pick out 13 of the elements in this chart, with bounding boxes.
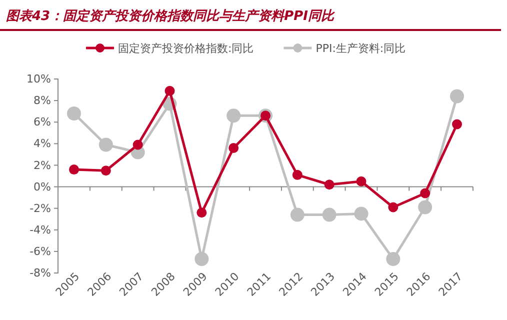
y-tick-label: 0% bbox=[34, 180, 51, 194]
y-tick-label: 8% bbox=[34, 94, 51, 108]
legend-label: 固定资产投资价格指数:同比 bbox=[118, 42, 254, 55]
y-tick-label: -2% bbox=[30, 202, 51, 215]
y-tick-label: 4% bbox=[34, 137, 51, 150]
y-tick-label: 6% bbox=[34, 116, 51, 129]
chart-title: 图表43：固定资产投资价格指数同比与生产资料PPI同比 bbox=[6, 8, 335, 24]
y-tick-label: 10% bbox=[26, 72, 51, 86]
y-tick-label: 2% bbox=[34, 158, 51, 172]
y-tick-label: -4% bbox=[30, 223, 51, 236]
y-tick-label: -8% bbox=[30, 266, 51, 280]
y-tick-label: -6% bbox=[30, 244, 51, 258]
legend-label: PPI:生产资料:同比 bbox=[316, 42, 406, 55]
